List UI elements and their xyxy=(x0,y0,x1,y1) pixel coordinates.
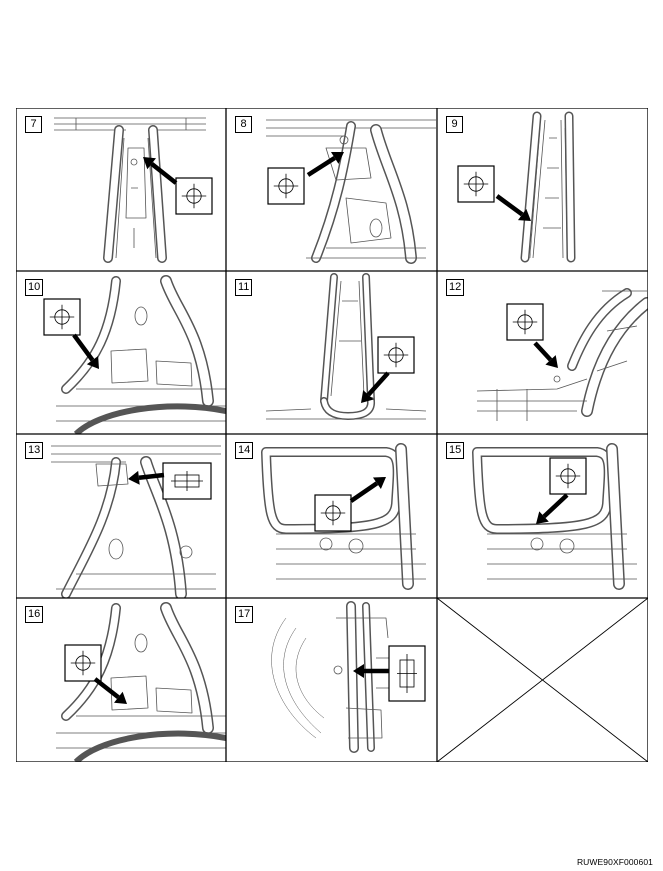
step-17-illustration xyxy=(271,601,426,753)
step-14-illustration xyxy=(261,443,426,590)
pointer-arrow-icon xyxy=(536,493,569,524)
step-number-label: 7 xyxy=(25,116,42,133)
step-panel-8: 8 xyxy=(226,108,437,271)
step-8-illustration xyxy=(266,119,436,264)
spot-weld-crosshair-icon xyxy=(43,298,81,336)
body-panel-drawing xyxy=(271,601,396,753)
body-panel-drawing xyxy=(520,111,576,263)
body-panel-drawing xyxy=(51,445,221,598)
step-number-label: 17 xyxy=(235,606,254,623)
step-7-illustration xyxy=(54,117,213,263)
body-panel-drawing xyxy=(261,443,426,590)
spot-weld-crosshair-icon xyxy=(64,644,102,682)
spot-weld-crosshair-icon xyxy=(314,494,352,532)
spot-weld-crosshair-icon xyxy=(175,177,213,215)
spot-weld-crosshair-icon xyxy=(549,457,587,495)
step-number-label: 16 xyxy=(25,606,44,623)
procedure-grid: 7 8 9 10 11 12 13 14 15 16 17 xyxy=(16,108,648,762)
spot-weld-crosshair-icon xyxy=(506,303,544,341)
body-panel-drawing xyxy=(265,273,427,420)
step-panel-7: 7 xyxy=(16,108,226,271)
pointer-arrow-icon xyxy=(495,194,531,221)
step-number-label: 11 xyxy=(235,279,253,296)
step-10-illustration xyxy=(43,275,226,434)
pointer-arrow-icon xyxy=(306,152,344,177)
pointer-arrow-icon xyxy=(143,157,178,185)
pointer-arrow-icon xyxy=(533,341,558,368)
step-panel-13: 13 xyxy=(16,434,226,598)
pointer-arrow-icon xyxy=(93,677,127,704)
step-9-illustration xyxy=(457,111,576,263)
pointer-arrow-icon xyxy=(349,477,386,503)
step-number-label: 15 xyxy=(446,442,465,459)
horizontal-slot-weld-icon xyxy=(162,462,212,500)
body-panel-drawing xyxy=(266,119,436,264)
spot-weld-crosshair-icon xyxy=(267,167,305,205)
step-15-illustration xyxy=(472,443,637,590)
step-number-label: 13 xyxy=(25,442,44,459)
step-panel-16: 16 xyxy=(16,598,226,762)
step-panel-9: 9 xyxy=(437,108,648,271)
step-16-illustration xyxy=(56,602,226,762)
step-11-illustration xyxy=(265,273,427,420)
step-number-label: 10 xyxy=(25,279,44,296)
empty-cell-cross-icon xyxy=(437,598,648,762)
body-panel-drawing xyxy=(56,275,226,434)
step-panel-14: 14 xyxy=(226,434,437,598)
step-number-label: 9 xyxy=(446,116,463,133)
pointer-arrow-icon xyxy=(361,371,390,403)
spot-weld-crosshair-icon xyxy=(377,336,415,374)
body-panel-drawing xyxy=(56,602,226,762)
step-number-label: 8 xyxy=(235,116,252,133)
step-panel-15: 15 xyxy=(437,434,648,598)
step-panel-17: 17 xyxy=(226,598,437,762)
spot-weld-crosshair-icon xyxy=(457,165,495,203)
step-number-label: 14 xyxy=(235,442,254,459)
body-panel-drawing xyxy=(472,443,637,590)
pointer-arrow-icon xyxy=(72,333,99,369)
step-panel-10: 10 xyxy=(16,271,226,434)
empty-step-panel xyxy=(437,598,648,762)
step-panel-11: 11 xyxy=(226,271,437,434)
document-code: RUWE90XF000601 xyxy=(576,857,653,867)
step-panel-12: 12 xyxy=(437,271,648,434)
step-number-label: 12 xyxy=(446,279,465,296)
body-panel-drawing xyxy=(54,117,206,263)
pointer-arrow-icon xyxy=(353,664,389,678)
vertical-slot-weld-icon xyxy=(388,645,426,702)
step-13-illustration xyxy=(51,445,221,598)
body-panel-drawing xyxy=(476,288,648,421)
pointer-arrow-icon xyxy=(128,470,165,485)
step-12-illustration xyxy=(476,288,648,421)
